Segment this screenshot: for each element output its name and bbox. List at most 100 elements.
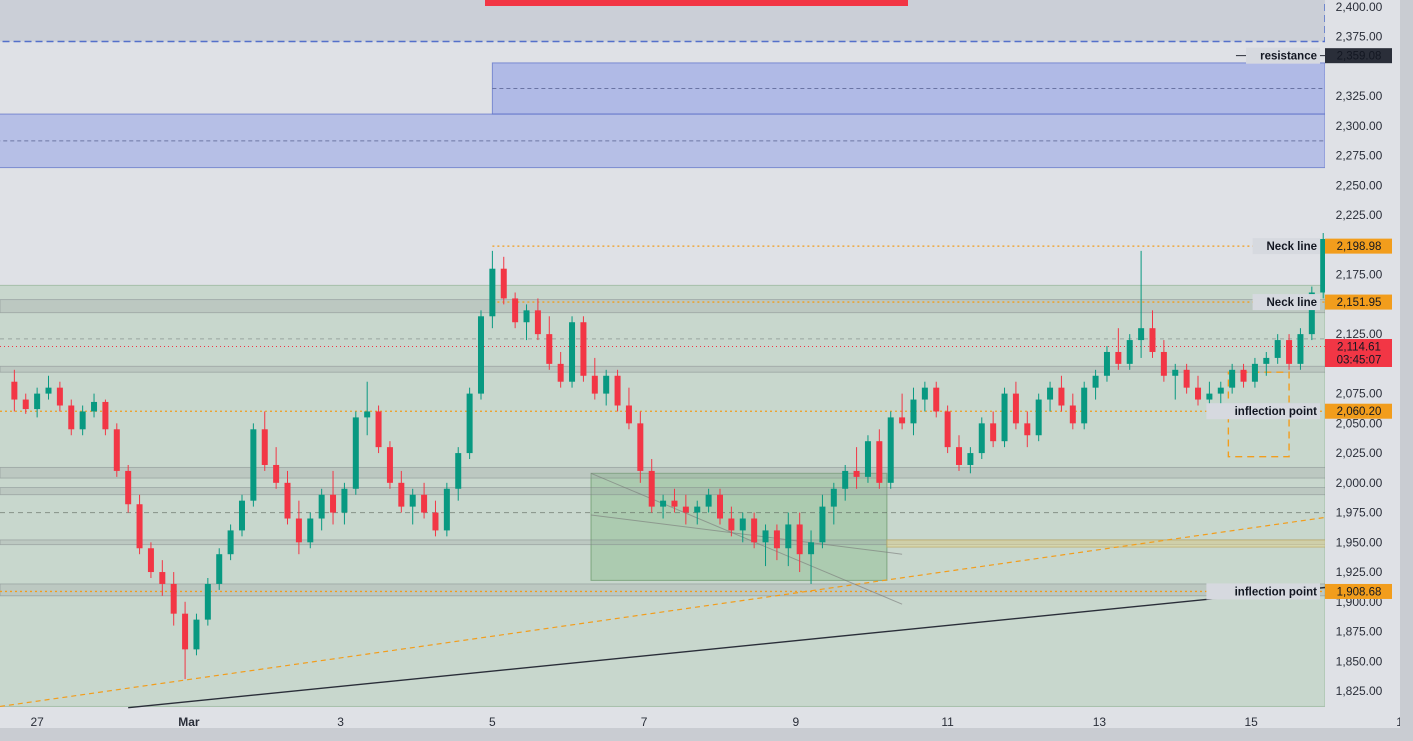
candle-body-79	[910, 399, 917, 424]
price-tick-7: 2,000.00	[1336, 476, 1383, 490]
time-tick-1: Mar	[178, 715, 200, 729]
price-tag-bg-0	[1325, 48, 1392, 64]
candle-body-108	[1240, 369, 1247, 382]
price-tag-bg-2	[1325, 294, 1392, 310]
price-tick-15: 2,275.00	[1336, 149, 1383, 163]
candle-body-41	[477, 316, 484, 394]
candle-body-34	[398, 482, 405, 507]
candle-body-14	[170, 583, 177, 614]
candle-body-107	[1229, 369, 1236, 388]
candle-body-33	[386, 447, 393, 483]
candle-body-38	[443, 488, 450, 531]
price-tag-label-bg-2	[1252, 294, 1320, 311]
price-tag-value-1: 2,198.98	[1337, 241, 1382, 253]
candle-body-104	[1195, 387, 1202, 400]
candle-body-50	[580, 322, 587, 376]
time-tick-6: 11	[941, 715, 954, 729]
candle-body-43	[500, 268, 507, 299]
price-tag-2: 2,151.95 Neck line	[1252, 294, 1392, 311]
price-tick-5: 1,950.00	[1336, 535, 1383, 549]
candle-body-60	[694, 506, 701, 513]
candle-body-58	[671, 500, 678, 507]
orange-diagonal	[0, 506, 1400, 708]
price-tick-18: 2,375.00	[1336, 30, 1383, 44]
candle-body-51	[591, 375, 598, 394]
candle-body-40	[466, 393, 473, 454]
sr-band-0	[0, 299, 1400, 314]
candle-body-2	[34, 393, 41, 410]
candle-body-52	[603, 375, 610, 394]
price-tick-0: 1,825.00	[1336, 684, 1383, 698]
price-tag-label-bg-4	[1206, 583, 1320, 600]
candle-body-115	[1320, 238, 1327, 293]
candle-body-81	[933, 387, 940, 412]
candle-body-77	[887, 417, 894, 483]
candle-body-29	[341, 488, 348, 513]
candle-body-35	[409, 494, 416, 507]
candle-body-75	[864, 441, 871, 477]
price-tick-13: 2,225.00	[1336, 208, 1383, 222]
candle-body-94	[1081, 387, 1088, 424]
time-tick-8: 15	[1244, 715, 1258, 729]
sr-band-5	[0, 583, 1400, 597]
candle-body-26	[307, 518, 314, 543]
price-tag-label-bg-0	[1246, 47, 1320, 64]
candle-body-30	[352, 417, 359, 489]
candle-body-44	[512, 298, 519, 323]
time-tick-0: 27	[30, 715, 44, 729]
candle-body-109	[1251, 363, 1258, 382]
candle-body-85	[978, 423, 985, 454]
candle-body-16	[193, 619, 200, 650]
candle-body-25	[295, 518, 302, 543]
candle-body-62	[717, 494, 723, 519]
candle-body-31	[364, 411, 371, 418]
price-tag-bg-1	[1325, 238, 1392, 254]
candle-body-63	[728, 518, 735, 531]
candle-body-8	[102, 401, 109, 430]
price-tag-0: 2,359.08 resistance	[1246, 47, 1392, 64]
price-tag-bg-4	[1325, 583, 1392, 599]
flag-line-bottom	[590, 514, 903, 555]
price-tag-value-2: 2,151.95	[1337, 297, 1382, 309]
candle-body-93	[1069, 405, 1076, 424]
candle-body-13	[159, 572, 166, 584]
rising-trendline	[128, 586, 1326, 709]
candle-body-65	[751, 518, 758, 543]
price-tag-label-3: inflection point	[1235, 406, 1318, 418]
candle-body-91	[1047, 387, 1054, 400]
candle-body-20	[238, 500, 245, 531]
candle-body-100	[1149, 328, 1156, 352]
candle-body-67	[773, 530, 780, 549]
price-tag-label-bg-1	[1252, 238, 1320, 255]
candle-body-49	[569, 322, 576, 382]
price-tick-17: 2,325.00	[1336, 89, 1383, 103]
candle-body-7	[91, 401, 98, 412]
candle-body-74	[853, 470, 860, 477]
price-tick-19: 2,400.00	[1336, 0, 1383, 14]
price-tag-label-0: resistance	[1260, 51, 1317, 63]
candle-body-114	[1308, 292, 1315, 335]
price-tick-12: 2,175.00	[1336, 268, 1383, 282]
price-tick-11: 2,125.00	[1336, 327, 1383, 341]
sr-band-3	[0, 487, 1400, 496]
candle-body-0	[11, 381, 18, 400]
top-banner	[485, 0, 908, 6]
candle-body-110	[1263, 357, 1270, 364]
price-tag-label-1: Neck line	[1267, 241, 1318, 253]
candle-body-69	[796, 524, 803, 555]
candle-body-3	[45, 387, 52, 394]
candle-body-96	[1103, 351, 1110, 376]
flag-line-top	[590, 472, 903, 605]
candle-body-22	[261, 429, 268, 465]
candle-body-12	[147, 548, 154, 573]
candle-body-27	[318, 494, 325, 519]
time-tick-5: 9	[793, 715, 800, 729]
candle-body-15	[182, 613, 189, 650]
candle-body-71	[819, 506, 826, 543]
candle-body-57	[660, 500, 667, 507]
time-axis-background	[0, 710, 1400, 730]
candle-body-97	[1115, 351, 1122, 364]
candle-body-10	[125, 470, 132, 505]
